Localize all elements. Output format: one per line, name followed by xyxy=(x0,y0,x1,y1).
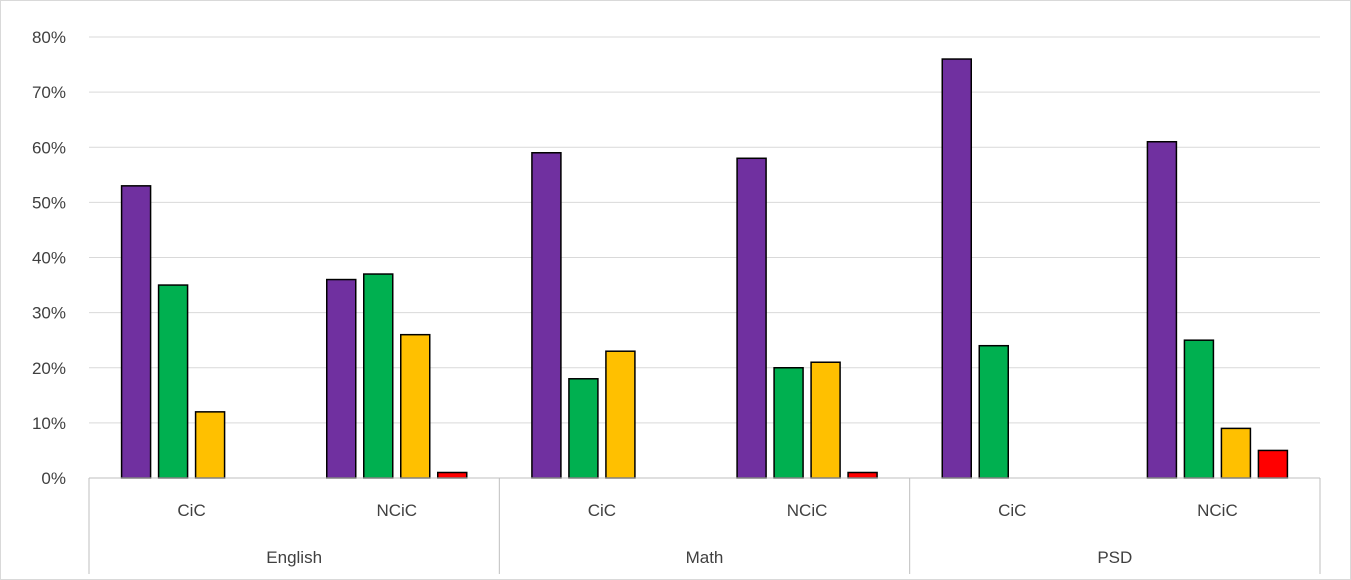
y-axis-tick-labels: 0% 10% 20% 30% 40% 50% 60% 70% 80% xyxy=(32,28,66,488)
bar xyxy=(194,411,226,479)
y-tick-label: 70% xyxy=(32,83,66,102)
bar xyxy=(773,367,804,479)
x-category-label: NCiC xyxy=(787,501,828,520)
bar xyxy=(363,273,394,479)
y-tick-label: 50% xyxy=(32,193,66,212)
x-category-label: CiC xyxy=(177,501,205,520)
bar xyxy=(605,350,636,479)
y-tick-label: 40% xyxy=(32,249,66,268)
bars xyxy=(120,58,1289,479)
bar xyxy=(531,152,562,479)
x-axis: CiC NCiC CiC NCiC CiC NCiC English Math PSD xyxy=(88,477,1321,574)
x-category-label: CiC xyxy=(998,501,1026,520)
x-category-label: CiC xyxy=(588,501,616,520)
y-tick-label: 0% xyxy=(41,469,66,488)
bar xyxy=(1183,339,1215,479)
x-category-label: NCiC xyxy=(1197,501,1238,520)
y-tick-label: 10% xyxy=(32,414,66,433)
bar xyxy=(1146,140,1178,479)
bar xyxy=(120,185,152,479)
y-tick-label: 30% xyxy=(32,304,66,323)
bar xyxy=(157,284,189,479)
x-group-label: PSD xyxy=(1097,548,1132,567)
bar xyxy=(810,361,841,479)
bar xyxy=(326,278,357,479)
bar xyxy=(736,157,767,479)
y-tick-label: 80% xyxy=(32,28,66,47)
y-tick-label: 20% xyxy=(32,359,66,378)
bar xyxy=(1257,449,1289,479)
bar xyxy=(847,471,878,479)
gridlines xyxy=(89,36,1320,424)
x-group-label: Math xyxy=(686,548,724,567)
y-tick-label: 60% xyxy=(32,138,66,157)
bar xyxy=(978,344,1009,479)
bar xyxy=(941,58,972,479)
x-group-label: English xyxy=(266,548,322,567)
bar xyxy=(1220,427,1252,479)
bar xyxy=(437,471,468,479)
bar xyxy=(400,333,431,479)
x-category-label: NCiC xyxy=(376,501,417,520)
bar xyxy=(568,378,599,479)
